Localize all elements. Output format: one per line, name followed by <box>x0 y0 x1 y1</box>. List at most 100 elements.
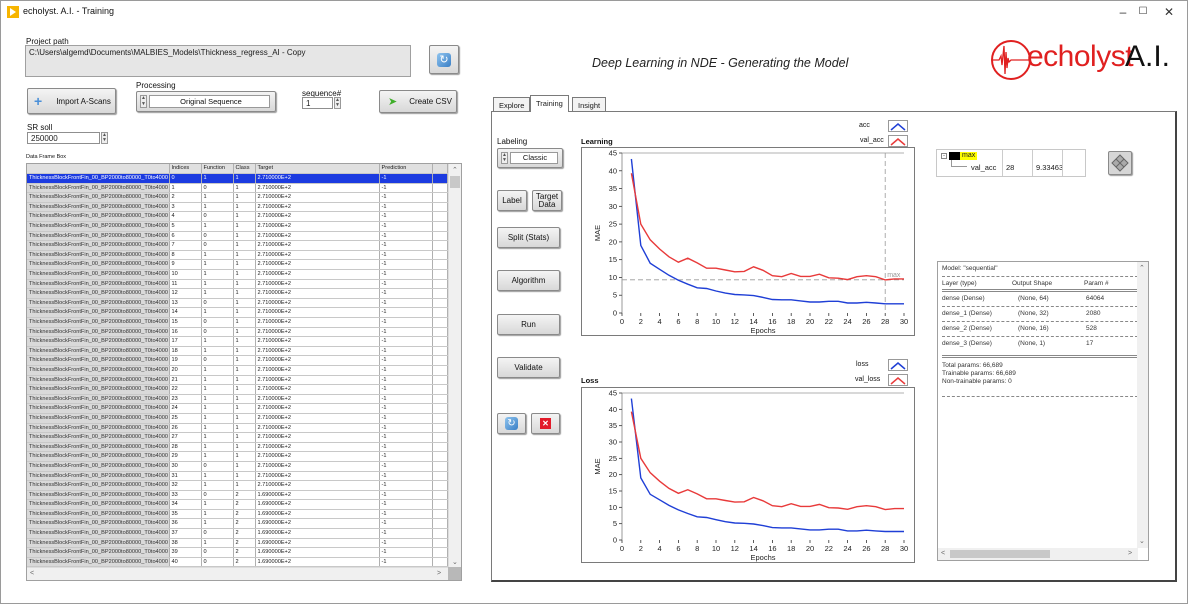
row-name-cell[interactable]: ThicknessBlockFrontFin_00_BP2000to80000_… <box>27 279 170 290</box>
function-cell[interactable]: 1 <box>201 192 234 203</box>
scroll-right-icon[interactable]: > <box>437 570 442 577</box>
function-cell[interactable]: 1 <box>201 375 234 386</box>
function-cell[interactable]: 0 <box>201 231 234 242</box>
class-cell[interactable]: 1 <box>233 279 256 290</box>
class-cell[interactable]: 1 <box>233 192 256 203</box>
row-name-cell[interactable]: ThicknessBlockFrontFin_00_BP2000to80000_… <box>27 327 170 338</box>
table-row[interactable]: ThicknessBlockFrontFin_00_BP2000to80000_… <box>27 547 448 558</box>
class-cell[interactable]: 1 <box>233 317 256 328</box>
row-name-cell[interactable]: ThicknessBlockFrontFin_00_BP2000to80000_… <box>27 346 170 357</box>
function-cell[interactable]: 1 <box>201 384 234 395</box>
prediction-cell[interactable]: -1 <box>379 288 433 299</box>
row-name-cell[interactable]: ThicknessBlockFrontFin_00_BP2000to80000_… <box>27 375 170 386</box>
table-row[interactable]: ThicknessBlockFrontFin_00_BP2000to80000_… <box>27 461 448 472</box>
stop-button[interactable]: ✕ <box>531 413 560 434</box>
prediction-cell[interactable]: -1 <box>379 346 433 357</box>
class-cell[interactable]: 1 <box>233 365 256 376</box>
function-cell[interactable]: 1 <box>201 279 234 290</box>
function-cell[interactable]: 1 <box>201 509 234 520</box>
indices-cell[interactable]: 18 <box>169 346 202 357</box>
class-cell[interactable]: 2 <box>233 499 256 510</box>
indices-cell[interactable]: 39 <box>169 547 202 558</box>
indices-cell[interactable]: 29 <box>169 451 202 462</box>
create-csv-button[interactable]: ➤ Create CSV <box>379 90 457 113</box>
table-row[interactable]: ThicknessBlockFrontFin_00_BP2000to80000_… <box>27 231 448 242</box>
class-cell[interactable]: 1 <box>233 480 256 491</box>
column-header-indices[interactable]: Indices <box>169 164 202 175</box>
table-row[interactable]: ThicknessBlockFrontFin_00_BP2000to80000_… <box>27 202 448 213</box>
indices-cell[interactable]: 32 <box>169 480 202 491</box>
class-cell[interactable]: 1 <box>233 461 256 472</box>
prediction-cell[interactable]: -1 <box>379 432 433 443</box>
target-cell[interactable]: 2.710000E+2 <box>255 355 380 366</box>
target-cell[interactable]: 2.710000E+2 <box>255 307 380 318</box>
function-cell[interactable]: 1 <box>201 307 234 318</box>
class-cell[interactable]: 2 <box>233 490 256 501</box>
prediction-cell[interactable]: -1 <box>379 317 433 328</box>
prediction-cell[interactable]: -1 <box>379 490 433 501</box>
row-name-cell[interactable]: ThicknessBlockFrontFin_00_BP2000to80000_… <box>27 336 170 347</box>
table-row[interactable]: ThicknessBlockFrontFin_00_BP2000to80000_… <box>27 269 448 280</box>
table-row[interactable]: ThicknessBlockFrontFin_00_BP2000to80000_… <box>27 518 448 530</box>
table-row[interactable]: ThicknessBlockFrontFin_00_BP2000to80000_… <box>27 538 448 549</box>
table-row[interactable]: ThicknessBlockFrontFin_00_BP2000to80000_… <box>27 557 448 568</box>
target-cell[interactable]: 2.710000E+2 <box>255 183 380 194</box>
prediction-cell[interactable]: -1 <box>379 298 433 309</box>
sr-soll-input[interactable]: 250000 <box>27 132 100 144</box>
function-cell[interactable]: 1 <box>201 538 234 549</box>
target-cell[interactable]: 2.710000E+2 <box>255 413 380 424</box>
target-cell[interactable]: 2.710000E+2 <box>255 471 380 482</box>
indices-cell[interactable]: 15 <box>169 317 202 328</box>
prediction-cell[interactable]: -1 <box>379 173 433 184</box>
row-name-cell[interactable]: ThicknessBlockFrontFin_00_BP2000to80000_… <box>27 192 170 203</box>
dataframe-table[interactable]: Indices Function Class Target Prediction… <box>26 163 462 581</box>
function-cell[interactable]: 0 <box>201 211 234 223</box>
target-cell[interactable]: 2.710000E+2 <box>255 240 380 251</box>
row-name-cell[interactable]: ThicknessBlockFrontFin_00_BP2000to80000_… <box>27 384 170 395</box>
target-cell[interactable]: 2.710000E+2 <box>255 250 380 261</box>
indices-cell[interactable]: 20 <box>169 365 202 376</box>
scroll-up-icon[interactable]: ⌃ <box>1139 265 1145 272</box>
legend-loss-swatch[interactable] <box>888 359 908 371</box>
table-row[interactable]: ThicknessBlockFrontFin_00_BP2000to80000_… <box>27 211 448 223</box>
target-cell[interactable]: 2.710000E+2 <box>255 480 380 491</box>
project-path-field[interactable]: C:\Users\algemd\Documents\MALBIES_Models… <box>25 45 411 77</box>
function-cell[interactable]: 0 <box>201 183 234 194</box>
class-cell[interactable]: 1 <box>233 384 256 395</box>
target-cell[interactable]: 2.710000E+2 <box>255 317 380 328</box>
indices-cell[interactable]: 31 <box>169 471 202 482</box>
table-row[interactable]: ThicknessBlockFrontFin_00_BP2000to80000_… <box>27 317 448 328</box>
target-cell[interactable]: 1.690000E+2 <box>255 528 380 539</box>
function-cell[interactable]: 1 <box>201 202 234 213</box>
table-row[interactable]: ThicknessBlockFrontFin_00_BP2000to80000_… <box>27 346 448 357</box>
prediction-cell[interactable]: -1 <box>379 336 433 347</box>
indices-cell[interactable]: 0 <box>169 173 202 184</box>
prediction-cell[interactable]: -1 <box>379 250 433 261</box>
table-row[interactable]: ThicknessBlockFrontFin_00_BP2000to80000_… <box>27 221 448 232</box>
prediction-cell[interactable]: -1 <box>379 269 433 280</box>
class-cell[interactable]: 2 <box>233 518 256 530</box>
table-row[interactable]: ThicknessBlockFrontFin_00_BP2000to80000_… <box>27 509 448 520</box>
prediction-cell[interactable]: -1 <box>379 403 433 414</box>
target-cell[interactable]: 2.710000E+2 <box>255 432 380 443</box>
function-cell[interactable]: 0 <box>201 327 234 338</box>
function-cell[interactable]: 0 <box>201 461 234 472</box>
target-cell[interactable]: 2.710000E+2 <box>255 259 380 271</box>
target-cell[interactable]: 1.690000E+2 <box>255 547 380 558</box>
class-cell[interactable]: 1 <box>233 413 256 424</box>
function-cell[interactable]: 0 <box>201 317 234 328</box>
table-row[interactable]: ThicknessBlockFrontFin_00_BP2000to80000_… <box>27 355 448 366</box>
target-cell[interactable]: 2.710000E+2 <box>255 279 380 290</box>
label-button[interactable]: Label <box>497 190 527 211</box>
legend-acc-swatch[interactable] <box>888 120 908 132</box>
table-row[interactable]: ThicknessBlockFrontFin_00_BP2000to80000_… <box>27 442 448 453</box>
table-row[interactable]: ThicknessBlockFrontFin_00_BP2000to80000_… <box>27 394 448 405</box>
indices-cell[interactable]: 22 <box>169 384 202 395</box>
indices-cell[interactable]: 8 <box>169 250 202 261</box>
row-name-cell[interactable]: ThicknessBlockFrontFin_00_BP2000to80000_… <box>27 518 170 530</box>
class-cell[interactable]: 1 <box>233 442 256 453</box>
table-row[interactable]: ThicknessBlockFrontFin_00_BP2000to80000_… <box>27 259 448 271</box>
prediction-cell[interactable]: -1 <box>379 557 433 568</box>
